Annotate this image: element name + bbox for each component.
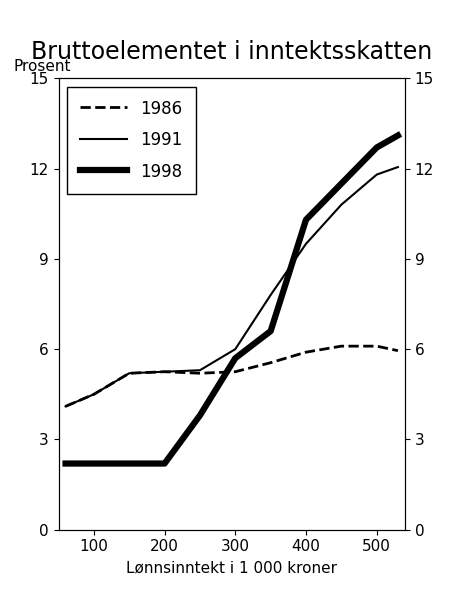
1986 [374, 343, 379, 350]
1998 [91, 460, 97, 467]
1991 [374, 171, 379, 178]
Text: Prosent: Prosent [14, 59, 71, 73]
1991 [162, 368, 167, 376]
1986 [162, 368, 167, 376]
1998 [233, 355, 238, 362]
1991 [197, 367, 202, 374]
Line: 1986: 1986 [66, 346, 398, 406]
1998 [395, 132, 400, 139]
1998 [339, 180, 344, 187]
1998 [63, 460, 68, 467]
1986 [233, 368, 238, 376]
1986 [303, 349, 309, 356]
1998 [162, 460, 167, 467]
1998 [303, 216, 309, 223]
Title: Bruttoelementet i inntektsskatten: Bruttoelementet i inntektsskatten [31, 40, 432, 64]
1986 [395, 347, 400, 354]
Line: 1991: 1991 [66, 167, 398, 406]
1998 [126, 460, 132, 467]
1991 [339, 201, 344, 208]
1998 [374, 144, 379, 151]
Legend: 1986, 1991, 1998: 1986, 1991, 1998 [67, 87, 196, 194]
1991 [63, 403, 68, 410]
Line: 1998: 1998 [66, 135, 398, 464]
1986 [339, 343, 344, 350]
1991 [126, 370, 132, 377]
1991 [268, 291, 273, 299]
1986 [63, 403, 68, 410]
1998 [197, 412, 202, 419]
1991 [395, 163, 400, 171]
1991 [303, 240, 309, 247]
1986 [268, 359, 273, 366]
1986 [126, 370, 132, 377]
1991 [91, 391, 97, 398]
1986 [91, 391, 97, 398]
1991 [233, 346, 238, 353]
1998 [268, 327, 273, 335]
1986 [197, 370, 202, 377]
X-axis label: Lønnsinntekt i 1 000 kroner: Lønnsinntekt i 1 000 kroner [126, 560, 337, 575]
